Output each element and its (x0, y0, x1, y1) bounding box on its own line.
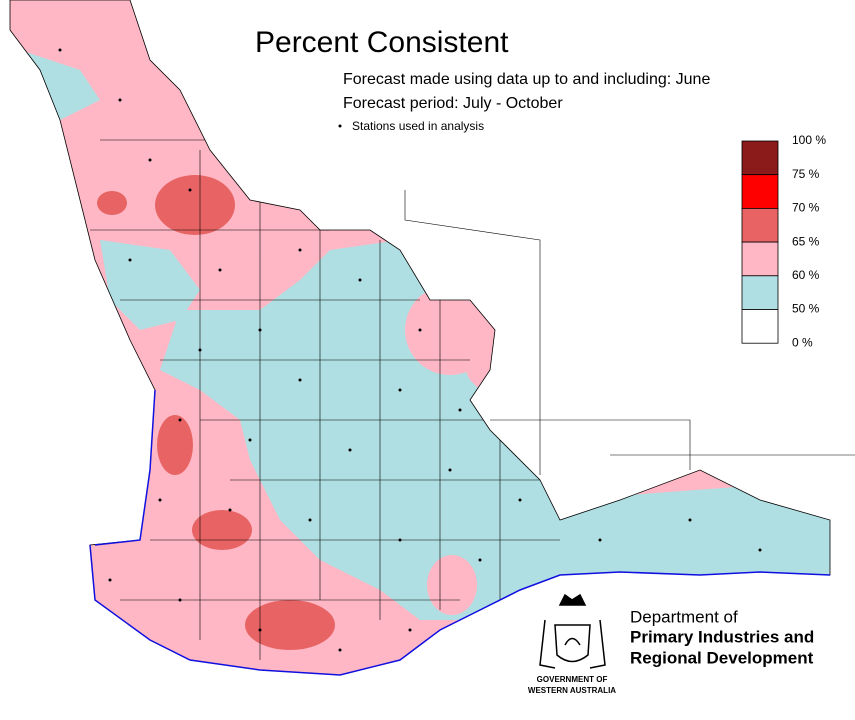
legend-swatch (741, 241, 779, 277)
pink-zone (427, 555, 477, 615)
legend-swatch (741, 140, 779, 176)
government: WESTERN AUSTRALIA (528, 686, 616, 695)
outer-boundaries (404, 190, 855, 475)
department: Regional Development (630, 648, 814, 667)
high-zone (245, 600, 335, 650)
legend-label: 75 % (792, 167, 820, 181)
legend: 100 % 75 % 70 % 65 % 60 % 50 % 0 % (741, 133, 826, 349)
legend-swatch (741, 275, 779, 310)
legend-label: 0 % (792, 335, 813, 349)
high-zone (192, 510, 252, 550)
legend-swatch (741, 174, 779, 209)
stations-note: Stations used in analysis (352, 119, 484, 133)
legend-swatch (741, 207, 779, 243)
government: GOVERNMENT OF (537, 675, 608, 684)
legend-label: 50 % (792, 302, 820, 316)
stations (58, 48, 762, 652)
department: Department of (630, 607, 738, 626)
title: Percent Consistent (255, 26, 509, 59)
high-zone (155, 175, 235, 235)
legend-label: 60 % (792, 268, 820, 282)
legend-label: 100 % (792, 133, 826, 147)
coastline (89, 389, 831, 676)
legend-label: 65 % (792, 234, 820, 248)
high-zone (157, 415, 193, 475)
legend-swatch (741, 309, 779, 344)
pink-zone (405, 285, 495, 375)
station-key (338, 124, 342, 128)
subtitle: Forecast period: July - October (343, 95, 563, 112)
boundaries (90, 139, 560, 660)
legend-label: 70 % (792, 201, 820, 215)
emblem (539, 593, 606, 669)
department: Primary Industries and (630, 627, 814, 646)
subtitle: Forecast made using data up to and inclu… (343, 71, 710, 88)
high-zone (97, 191, 127, 215)
